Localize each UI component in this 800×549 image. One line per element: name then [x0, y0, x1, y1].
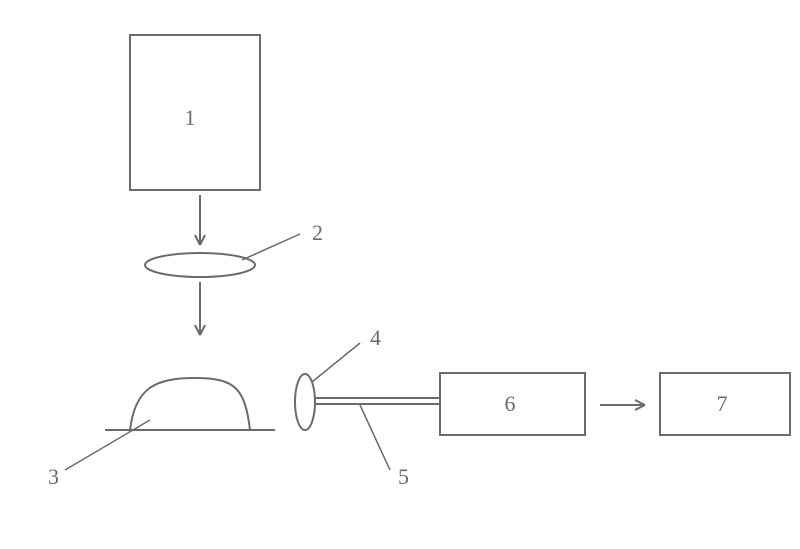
lens-2 — [145, 253, 255, 277]
svg-text:7: 7 — [717, 391, 728, 416]
fiber-5 — [316, 398, 440, 404]
svg-text:1: 1 — [185, 105, 196, 130]
sample-3 — [105, 378, 275, 430]
svg-text:5: 5 — [398, 464, 409, 489]
lens-4 — [295, 374, 315, 430]
svg-text:3: 3 — [48, 464, 59, 489]
svg-text:4: 4 — [370, 325, 381, 350]
svg-text:2: 2 — [312, 220, 323, 245]
svg-text:6: 6 — [505, 391, 516, 416]
